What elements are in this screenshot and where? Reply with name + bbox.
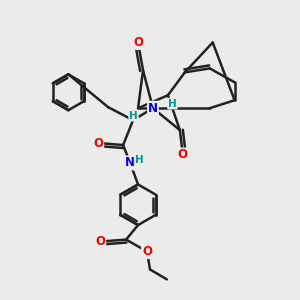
Text: O: O: [133, 36, 143, 49]
Text: N: N: [148, 102, 158, 115]
Text: O: O: [178, 148, 188, 161]
Text: H: H: [129, 111, 138, 121]
Text: O: O: [142, 245, 152, 258]
Text: H: H: [135, 155, 143, 165]
Text: N: N: [125, 156, 135, 170]
Text: O: O: [95, 235, 105, 248]
Text: O: O: [93, 136, 103, 149]
Text: H: H: [168, 99, 177, 109]
